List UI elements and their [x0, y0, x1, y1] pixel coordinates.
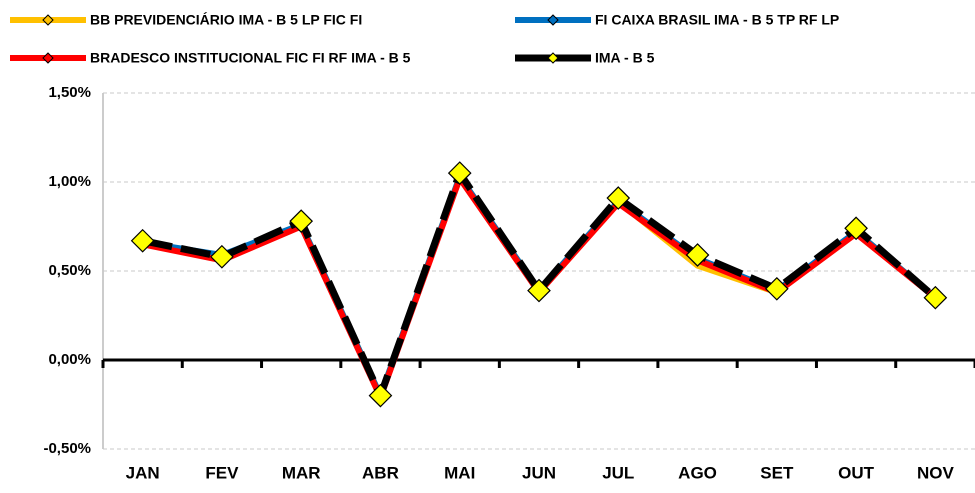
legend-marker [547, 14, 559, 26]
legend-marker [42, 52, 54, 64]
x-tick-label: MAI [444, 463, 475, 482]
data-marker [844, 216, 868, 241]
legend-label: IMA - B 5 [595, 50, 655, 66]
legend-marker [42, 14, 54, 26]
data-marker [210, 244, 234, 269]
data-marker [368, 383, 393, 408]
data-marker [527, 278, 551, 303]
x-tick-label: JUL [602, 463, 634, 482]
legend-marker [547, 52, 559, 64]
series-line [141, 169, 938, 400]
x-tick-label: FEV [205, 463, 239, 482]
y-tick-label: 0,50% [48, 262, 91, 279]
y-tick-label: 1,50% [48, 84, 91, 101]
data-marker [130, 228, 155, 253]
data-marker [685, 243, 710, 267]
data-marker [606, 186, 631, 210]
x-tick-label: ABR [362, 463, 399, 482]
y-tick-label: -0,50% [43, 440, 91, 457]
x-tick-label: OUT [838, 463, 875, 482]
x-tick-label: JUN [522, 463, 556, 482]
data-marker [289, 209, 314, 234]
legend-label: FI CAIXA BRASIL IMA - B 5 TP RF LP [595, 12, 839, 28]
x-tick-label: SET [760, 463, 794, 482]
x-tick-label: AGO [678, 463, 717, 482]
data-marker [447, 161, 472, 185]
legend-label: BRADESCO INSTITUCIONAL FIC FI RF IMA - B… [90, 50, 411, 66]
x-tick-label: NOV [917, 463, 955, 482]
x-tick-label: MAR [282, 463, 321, 482]
data-marker [764, 276, 789, 301]
legend-label: BB PREVIDENCIÁRIO IMA - B 5 LP FIC FI [90, 12, 362, 28]
y-tick-label: 1,00% [48, 173, 91, 190]
y-tick-label: 0,00% [48, 351, 91, 368]
data-marker [923, 285, 948, 310]
x-tick-label: JAN [126, 463, 160, 482]
